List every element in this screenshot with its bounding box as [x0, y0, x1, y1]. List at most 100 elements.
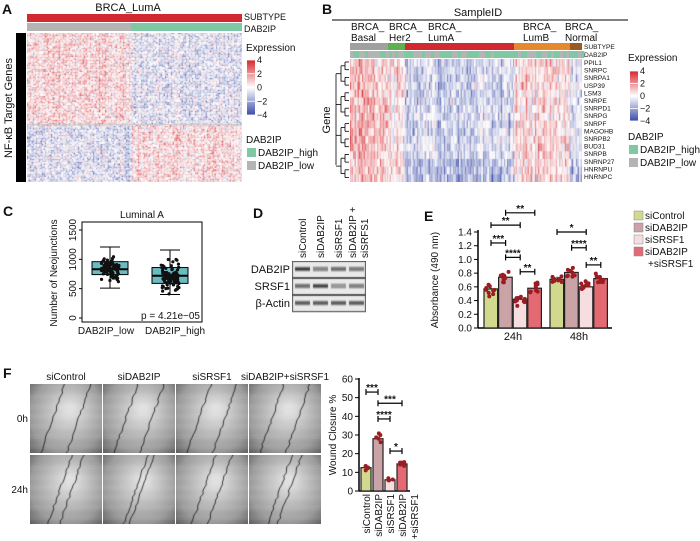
bar	[372, 438, 384, 492]
heatmap-a-title: BRCA_LumA	[95, 2, 161, 14]
bar	[396, 463, 408, 492]
data-point	[107, 261, 112, 265]
legend-label: siControl	[645, 211, 684, 222]
data-point	[598, 279, 603, 284]
subtype-track-a	[27, 14, 242, 22]
legend-group-title-a: DAB2IP	[246, 135, 282, 146]
subtype-track-segment	[570, 43, 582, 50]
gene-label: SNRPG	[584, 113, 607, 120]
significance-label: ***	[366, 383, 378, 394]
dab2ip-track-cell	[506, 51, 510, 58]
data-point	[107, 269, 112, 273]
panel-label-d: D	[253, 205, 263, 221]
heatmap-a	[27, 33, 242, 182]
data-point	[99, 268, 104, 273]
dab2ip-track-cell	[551, 51, 555, 58]
y-tick-label: 0.6	[458, 282, 472, 293]
data-point	[521, 299, 526, 304]
dab2ip-track-cell	[533, 51, 537, 58]
data-point	[515, 303, 520, 308]
dab2ip-track-cell	[413, 51, 417, 58]
dab2ip-track-cell	[524, 51, 528, 58]
dab2ip-track-cell	[560, 51, 564, 58]
data-point	[108, 265, 112, 269]
dab2ip-track-cell	[362, 51, 366, 58]
x-tick-label: 24h	[504, 331, 522, 343]
dab2ip-track-cell	[443, 51, 447, 58]
colorbar-tick-label: −2	[257, 96, 267, 106]
data-point	[402, 463, 407, 468]
legend-swatch-high-a	[247, 148, 256, 157]
data-point	[170, 273, 174, 277]
subtype-label: Normal	[565, 33, 597, 44]
western-blot	[292, 261, 366, 313]
data-point	[171, 260, 175, 264]
dab2ip-track-cell	[575, 51, 579, 58]
dab2ip-track-cell	[416, 51, 420, 58]
gene-label: BUD31	[584, 144, 606, 151]
wound-image	[176, 384, 248, 453]
data-point	[116, 279, 121, 284]
data-point	[111, 255, 116, 259]
dab2ip-track-cell	[407, 51, 411, 58]
boxplot-frame	[81, 221, 203, 323]
subtype-label: BRCA_	[351, 22, 385, 33]
data-point	[165, 281, 169, 285]
data-point	[167, 278, 171, 282]
subtype-label: Basal	[351, 33, 376, 44]
data-point	[534, 288, 539, 293]
data-point	[601, 277, 606, 282]
dab2ip-track-cell	[581, 51, 585, 58]
gene-label: SNRPC	[584, 68, 607, 75]
gene-label: HNRNPU	[584, 166, 612, 173]
dendrogram-a	[16, 33, 26, 182]
data-point	[580, 284, 585, 289]
y-tick-label: 0	[68, 315, 79, 321]
data-point	[116, 272, 120, 277]
data-point	[374, 435, 379, 440]
dab2ip-track-cell	[467, 51, 471, 58]
data-point	[486, 290, 491, 295]
x-tick-label: 48h	[570, 331, 588, 343]
dab2ip-track-cell	[356, 51, 360, 58]
dab2ip-track-cell	[491, 51, 495, 58]
data-point	[565, 274, 570, 279]
colorbar-tick-label: 0	[257, 83, 262, 93]
x-tick-label: DAB2IP_high	[145, 326, 205, 337]
wound-image	[30, 455, 102, 524]
dab2ip-track-cell	[557, 51, 561, 58]
data-point	[363, 464, 368, 469]
data-point	[114, 268, 118, 272]
data-point	[570, 265, 575, 270]
heatmap-a-ylabel: NF-κB Target Genes	[3, 57, 15, 158]
dab2ip-track-cell	[359, 51, 363, 58]
data-point	[378, 433, 383, 438]
dab2ip-track-cell	[563, 51, 567, 58]
dab2ip-track-cell	[398, 51, 402, 58]
gene-label: SNRPD1	[584, 106, 611, 113]
panel-label-f: F	[3, 365, 12, 381]
wound-image	[249, 384, 321, 453]
dab2ip-track-cell	[461, 51, 465, 58]
data-point	[159, 263, 163, 267]
dab2ip-track-cell	[542, 51, 546, 58]
y-tick-label: 10	[342, 468, 354, 479]
data-point	[99, 277, 104, 282]
legend-group-title-b: DAB2IP	[628, 132, 664, 143]
dab2ip-track-cell	[404, 51, 408, 58]
data-point	[502, 276, 507, 281]
data-point	[176, 275, 180, 279]
dab2ip-track-cell	[437, 51, 441, 58]
data-point	[105, 270, 109, 274]
data-point	[398, 462, 403, 467]
track-label-subtype-b: SUBTYPE	[584, 44, 615, 51]
data-point	[174, 287, 178, 292]
data-point	[112, 265, 116, 269]
data-point	[115, 263, 119, 267]
dab2ip-track-cell	[569, 51, 573, 58]
wound-image	[103, 455, 175, 524]
x-tick-label: siSRSF1	[386, 494, 397, 534]
data-point	[513, 299, 518, 304]
bar	[578, 286, 594, 329]
